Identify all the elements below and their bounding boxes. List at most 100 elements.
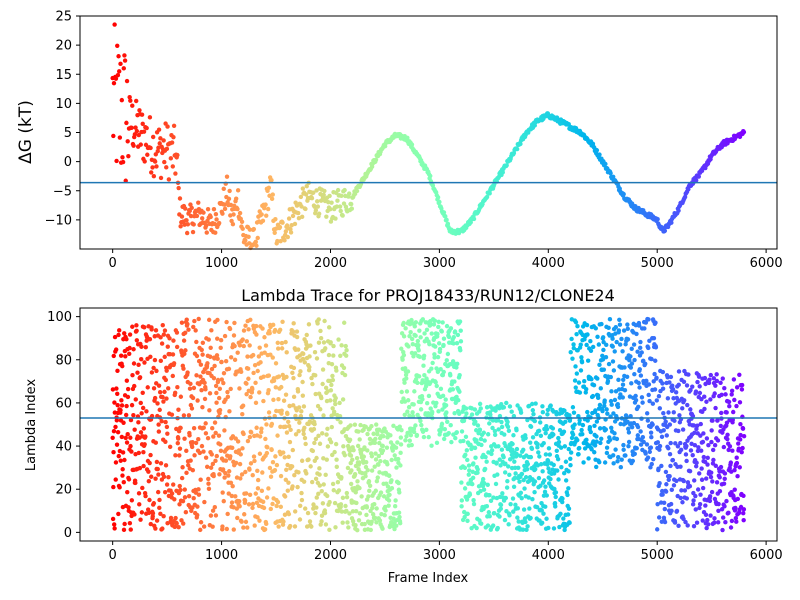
top-plot-point	[115, 72, 121, 78]
bottom-plot-point	[318, 407, 323, 412]
bottom-plot-point	[143, 434, 148, 439]
top-plot-point	[124, 120, 129, 126]
bottom-plot-point	[546, 446, 552, 451]
bottom-plot-point	[502, 470, 508, 475]
top-plot-point	[334, 204, 340, 209]
bottom-plot-point	[217, 386, 223, 391]
bottom-plot-point	[332, 500, 338, 506]
bottom-plot-point	[693, 464, 699, 469]
bottom-plot-point	[291, 365, 297, 371]
bottom-plot-point	[544, 427, 550, 432]
bottom-plot-point	[323, 472, 328, 478]
bottom-plot-point	[198, 374, 203, 379]
bottom-plot-point	[706, 380, 712, 386]
bottom-plot-point	[254, 425, 259, 430]
bottom-plot-point	[434, 400, 439, 406]
bottom-plot-point	[286, 511, 292, 517]
bottom-plot-point	[681, 379, 687, 385]
bottom-plot-point	[599, 436, 604, 442]
bottom-plot-point	[333, 441, 339, 447]
bottom-plot-point	[610, 344, 615, 349]
bottom-plot-point	[338, 353, 343, 359]
bottom-plot-point	[511, 509, 516, 514]
bottom-plot-point	[285, 488, 290, 493]
bottom-plot-point	[189, 406, 195, 411]
bottom-plot-point	[199, 388, 204, 393]
bottom-plot-point	[638, 339, 643, 345]
bottom-plot-point	[548, 476, 553, 482]
bottom-plot-point	[140, 390, 145, 395]
bottom-plot-point	[350, 518, 356, 524]
bottom-plot-point	[408, 330, 413, 335]
bottom-plot-point	[668, 374, 674, 380]
bottom-plot-point	[457, 319, 463, 324]
bottom-plot-point	[139, 356, 144, 362]
bottom-plot-point	[666, 410, 671, 415]
bottom-plot-point	[376, 427, 382, 432]
bottom-plot-point	[471, 497, 476, 503]
bottom-plot-point	[206, 476, 211, 482]
bottom-plot-point	[366, 479, 372, 484]
bottom-plot-x-tick-label: 2000	[314, 548, 347, 563]
bottom-plot-point	[113, 347, 119, 352]
bottom-plot-point	[256, 354, 262, 359]
bottom-plot-point	[233, 494, 238, 499]
bottom-plot-x-tick-label: 0	[109, 548, 117, 563]
bottom-plot-point	[402, 412, 407, 417]
bottom-plot-point	[342, 320, 347, 325]
bottom-plot-point	[611, 453, 616, 458]
bottom-plot-point	[213, 383, 219, 389]
bottom-plot-point	[152, 334, 157, 339]
top-plot-point	[277, 225, 283, 230]
bottom-plot-point	[372, 464, 377, 469]
bottom-plot-point	[579, 359, 585, 365]
bottom-plot-point	[638, 429, 643, 434]
bottom-plot-point	[206, 486, 212, 491]
bottom-plot-point	[363, 473, 368, 479]
bottom-plot-point	[181, 338, 187, 343]
bottom-plot-point	[692, 442, 698, 448]
bottom-plot-point	[235, 515, 240, 521]
bottom-plot-point	[142, 442, 147, 447]
top-plot-point	[184, 218, 189, 223]
bottom-plot-point	[372, 501, 377, 507]
bottom-plot-point	[633, 393, 638, 399]
bottom-plot-point	[704, 436, 710, 441]
bottom-plot-point	[459, 498, 465, 503]
bottom-plot-point	[176, 407, 181, 412]
bottom-plot-point	[636, 380, 641, 386]
top-plot-point	[220, 211, 225, 216]
bottom-plot-point	[536, 428, 542, 434]
bottom-plot-point	[663, 489, 669, 494]
bottom-plot-point	[610, 336, 615, 341]
bottom-plot-point	[290, 484, 295, 489]
bottom-plot-point	[194, 373, 199, 378]
bottom-plot-point	[445, 351, 451, 357]
bottom-plot-point	[704, 399, 709, 404]
bottom-plot-point	[481, 430, 487, 435]
bottom-plot-point	[344, 347, 349, 353]
bottom-plot-point	[662, 506, 668, 512]
bottom-plot-point	[121, 527, 127, 533]
top-plot-point	[142, 159, 147, 164]
bottom-plot-point	[552, 486, 557, 492]
bottom-plot-point	[604, 445, 610, 450]
bottom-plot-point	[313, 373, 318, 378]
bottom-plot-point	[538, 462, 544, 467]
bottom-plot-point	[187, 433, 192, 438]
bottom-plot-point	[302, 435, 308, 441]
bottom-plot-point	[452, 329, 458, 334]
bottom-plot-point	[353, 522, 358, 528]
bottom-plot-point	[226, 366, 232, 372]
bottom-plot-point	[250, 473, 255, 478]
bottom-plot-point	[688, 387, 693, 393]
bottom-plot-point	[577, 390, 583, 395]
bottom-plot-point	[365, 467, 370, 473]
bottom-plot-point	[544, 493, 549, 498]
bottom-plot-point	[290, 370, 295, 376]
bottom-plot-point	[385, 462, 390, 467]
bottom-plot-point	[502, 432, 507, 437]
bottom-plot-point	[325, 444, 331, 449]
bottom-plot-point	[376, 453, 382, 459]
